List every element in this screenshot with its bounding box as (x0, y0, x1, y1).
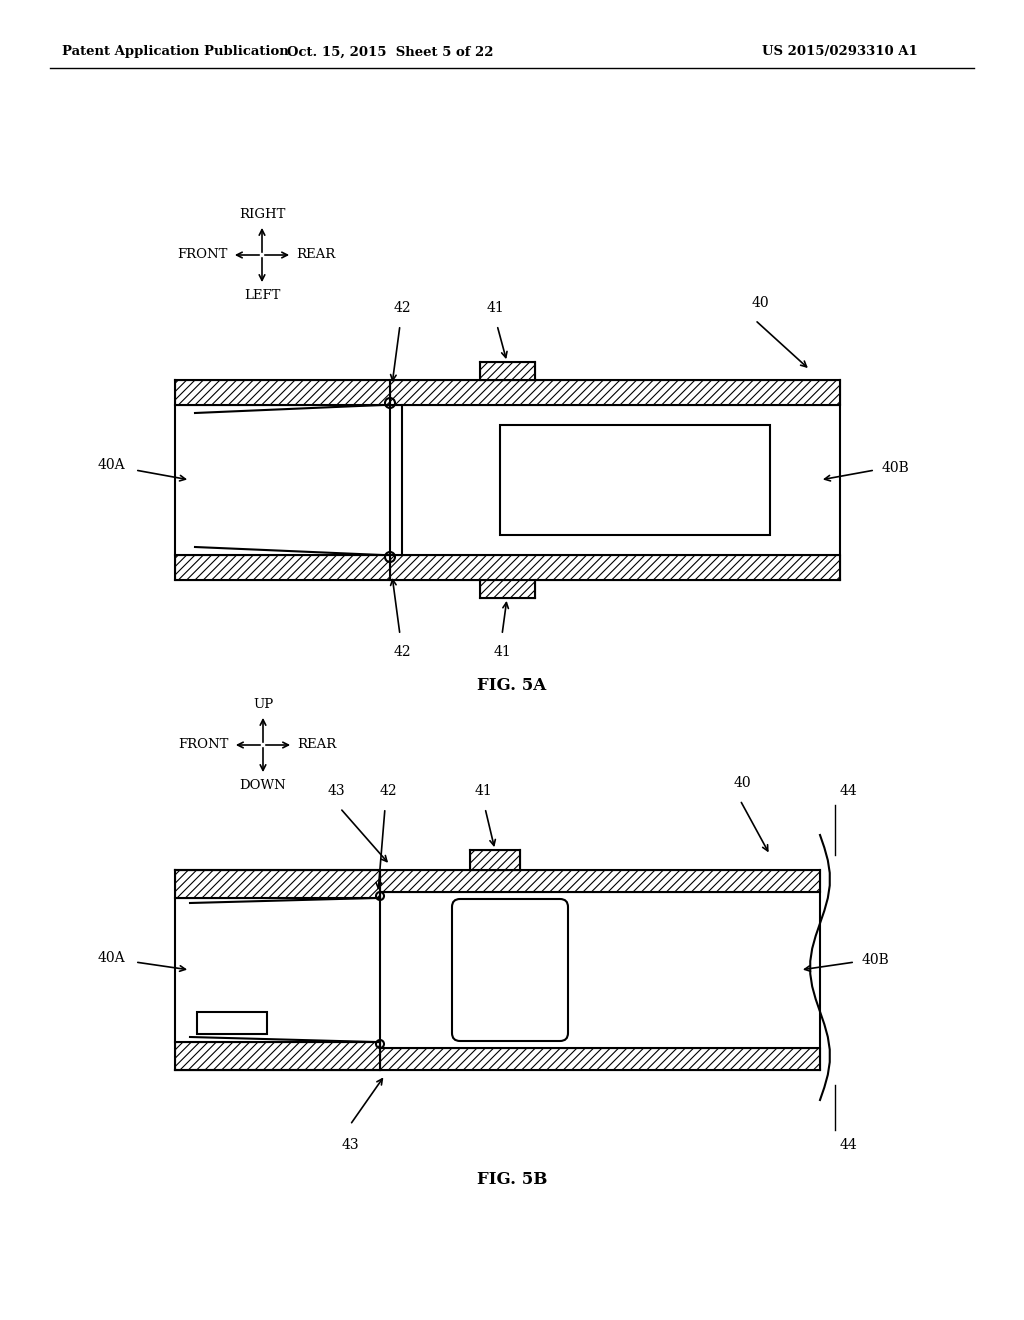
Text: 42: 42 (393, 645, 411, 659)
Text: RIGHT: RIGHT (239, 209, 286, 220)
Bar (500, 425, 770, 535)
Text: 44: 44 (839, 1138, 857, 1152)
Text: FIG. 5A: FIG. 5A (477, 676, 547, 693)
Text: 40A: 40A (97, 458, 125, 473)
Bar (175, 870, 380, 898)
Bar (175, 380, 390, 405)
Text: 40B: 40B (862, 953, 890, 968)
Text: LEFT: LEFT (244, 289, 281, 302)
Text: 41: 41 (486, 301, 504, 315)
Bar (175, 554, 390, 579)
Bar (480, 362, 535, 380)
Text: 41: 41 (474, 784, 492, 799)
Text: 40: 40 (752, 296, 769, 310)
Text: 42: 42 (379, 784, 397, 799)
Bar (197, 1012, 267, 1034)
Text: 43: 43 (328, 784, 345, 799)
Text: 40A: 40A (97, 950, 125, 965)
Bar (470, 850, 520, 870)
Text: FRONT: FRONT (177, 248, 228, 261)
Text: 44: 44 (839, 784, 857, 799)
Text: US 2015/0293310 A1: US 2015/0293310 A1 (762, 45, 918, 58)
Text: 43: 43 (341, 1138, 358, 1152)
Bar (480, 579, 535, 598)
Text: 40: 40 (733, 776, 751, 789)
Text: DOWN: DOWN (240, 779, 287, 792)
Text: FIG. 5B: FIG. 5B (477, 1172, 547, 1188)
Text: REAR: REAR (297, 738, 336, 751)
Bar (390, 554, 840, 579)
Bar (380, 1048, 820, 1071)
Text: 42: 42 (393, 301, 411, 315)
Text: 41: 41 (494, 645, 511, 659)
Bar (175, 1041, 380, 1071)
Text: REAR: REAR (296, 248, 335, 261)
Bar (390, 380, 840, 405)
Text: UP: UP (253, 698, 273, 711)
Text: 40B: 40B (882, 461, 909, 475)
Text: FRONT: FRONT (178, 738, 229, 751)
Text: Patent Application Publication: Patent Application Publication (62, 45, 289, 58)
FancyBboxPatch shape (452, 899, 568, 1041)
Bar (380, 870, 820, 892)
Text: Oct. 15, 2015  Sheet 5 of 22: Oct. 15, 2015 Sheet 5 of 22 (287, 45, 494, 58)
